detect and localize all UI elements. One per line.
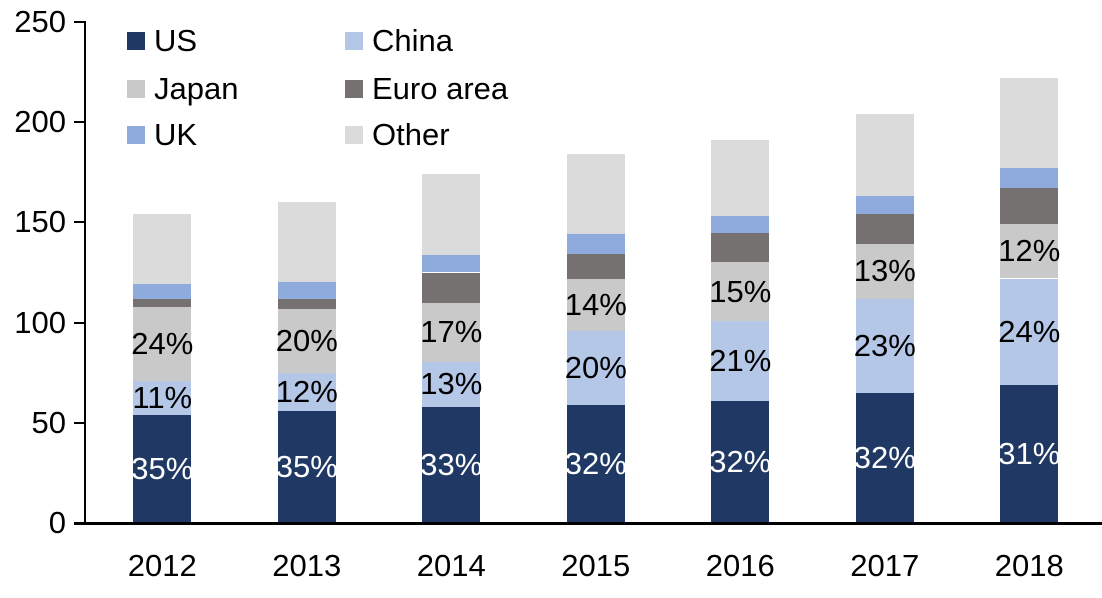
x-axis-label-2018: 2018 — [994, 548, 1064, 583]
bar-segment-us-2012 — [133, 414, 192, 523]
legend-swatch-euro-area — [345, 80, 363, 98]
bar-segment-us-2018 — [1000, 384, 1059, 523]
legend-label-us: US — [154, 23, 198, 58]
bar-segment-other-2015 — [566, 154, 625, 235]
bar-label-china-2012: 11% — [132, 379, 193, 415]
bar-label-us-2012: 35% — [131, 450, 194, 486]
bar-label-china-2014: 13% — [420, 366, 483, 402]
x-axis-label-2013: 2013 — [272, 548, 342, 583]
y-axis-tick — [74, 321, 85, 324]
bar-label-china-2016: 21% — [709, 342, 772, 378]
legend-swatch-japan — [127, 80, 145, 98]
x-axis-label-2016: 2016 — [705, 548, 775, 583]
bar-segment-other-2016 — [711, 140, 770, 217]
x-axis-label-2017: 2017 — [850, 548, 920, 583]
legend-swatch-us — [127, 32, 145, 50]
x-axis-label-2014: 2014 — [416, 548, 486, 583]
bar-label-us-2014: 33% — [420, 446, 483, 482]
bar-segment-china-2017 — [855, 298, 914, 393]
x-axis-label-2012: 2012 — [127, 548, 197, 583]
bar-label-japan-2014: 17% — [420, 314, 483, 350]
bar-label-china-2015: 20% — [564, 349, 627, 385]
bar-segment-japan-2016 — [711, 262, 770, 321]
y-axis-line — [84, 21, 86, 525]
bar-segment-euro-area-2017 — [855, 214, 914, 245]
legend-label-euro-area: Euro area — [372, 71, 509, 106]
bar-segment-other-2014 — [422, 174, 481, 256]
legend-label-other: Other — [372, 117, 450, 152]
bar-label-us-2017: 32% — [853, 439, 916, 475]
bar-segment-uk-2017 — [855, 196, 914, 215]
legend-label-uk: UK — [154, 117, 198, 152]
y-axis-tick — [74, 21, 85, 23]
bar-segment-china-2013 — [277, 372, 336, 411]
y-axis-tick-label: 0 — [48, 505, 66, 540]
bar-segment-uk-2013 — [277, 281, 336, 299]
bar-segment-euro-area-2013 — [277, 298, 336, 309]
bar-segment-euro-area-2015 — [566, 254, 625, 279]
bar-label-japan-2018: 12% — [998, 233, 1061, 269]
bar-segment-euro-area-2016 — [711, 233, 770, 263]
bar-segment-other-2017 — [855, 114, 914, 197]
bar-segment-euro-area-2012 — [133, 298, 192, 307]
bar-segment-japan-2013 — [277, 308, 336, 373]
bar-label-china-2018: 24% — [998, 313, 1061, 349]
bar-segment-other-2012 — [133, 214, 192, 284]
y-axis-tick-label: 100 — [14, 304, 66, 340]
bar-label-japan-2016: 15% — [709, 273, 772, 309]
legend-swatch-other — [345, 126, 363, 144]
y-axis-tick — [74, 421, 85, 424]
bar-segment-uk-2016 — [711, 216, 770, 234]
bar-segment-japan-2014 — [422, 302, 481, 362]
bar-label-japan-2012: 24% — [131, 325, 194, 361]
bar-label-us-2016: 32% — [709, 443, 772, 479]
bar-segment-uk-2018 — [1000, 168, 1059, 189]
bar-segment-euro-area-2018 — [1000, 188, 1059, 225]
legend-label-japan: Japan — [154, 71, 239, 106]
bar-segment-uk-2012 — [133, 283, 192, 299]
y-axis-tick — [74, 121, 85, 124]
bar-segment-uk-2014 — [422, 255, 481, 273]
y-axis-tick-label: 250 — [14, 4, 66, 39]
bar-segment-us-2017 — [855, 392, 914, 523]
legend-swatch-uk — [127, 126, 145, 144]
bar-label-us-2015: 32% — [564, 445, 627, 481]
bar-label-us-2013: 35% — [275, 448, 338, 484]
bar-segment-us-2013 — [277, 410, 336, 523]
bar-segment-other-2013 — [277, 202, 336, 282]
bar-segment-japan-2018 — [1000, 224, 1059, 279]
bar-segment-japan-2017 — [855, 244, 914, 299]
bar-label-japan-2015: 14% — [564, 286, 627, 322]
bar-label-japan-2017: 13% — [853, 253, 916, 289]
bar-segment-us-2015 — [566, 404, 625, 523]
legend-label-china: China — [372, 23, 453, 58]
x-axis-line — [74, 522, 1102, 525]
bar-segment-euro-area-2014 — [422, 272, 481, 303]
bar-segment-us-2016 — [711, 400, 770, 523]
y-axis-tick-label: 200 — [14, 104, 66, 140]
bar-segment-uk-2015 — [566, 234, 625, 255]
bar-segment-japan-2015 — [566, 278, 625, 331]
y-axis-tick-label: 150 — [14, 204, 66, 240]
x-axis-label-2015: 2015 — [561, 548, 631, 583]
bar-segment-china-2018 — [1000, 278, 1059, 385]
bar-segment-china-2016 — [711, 320, 770, 401]
bar-label-us-2018: 31% — [998, 435, 1061, 471]
bar-label-china-2013: 12% — [275, 373, 338, 409]
y-axis-tick-label: 50 — [31, 404, 66, 440]
bar-label-china-2017: 23% — [853, 327, 916, 363]
bar-segment-us-2014 — [422, 406, 481, 523]
legend-swatch-china — [345, 32, 363, 50]
bar-segment-china-2014 — [422, 361, 481, 407]
bar-segment-china-2012 — [133, 380, 192, 415]
bar-segment-other-2018 — [1000, 78, 1059, 169]
y-axis-tick — [74, 221, 85, 224]
bar-label-japan-2013: 20% — [275, 322, 338, 358]
bar-segment-japan-2012 — [133, 306, 192, 381]
bar-segment-china-2015 — [566, 330, 625, 405]
